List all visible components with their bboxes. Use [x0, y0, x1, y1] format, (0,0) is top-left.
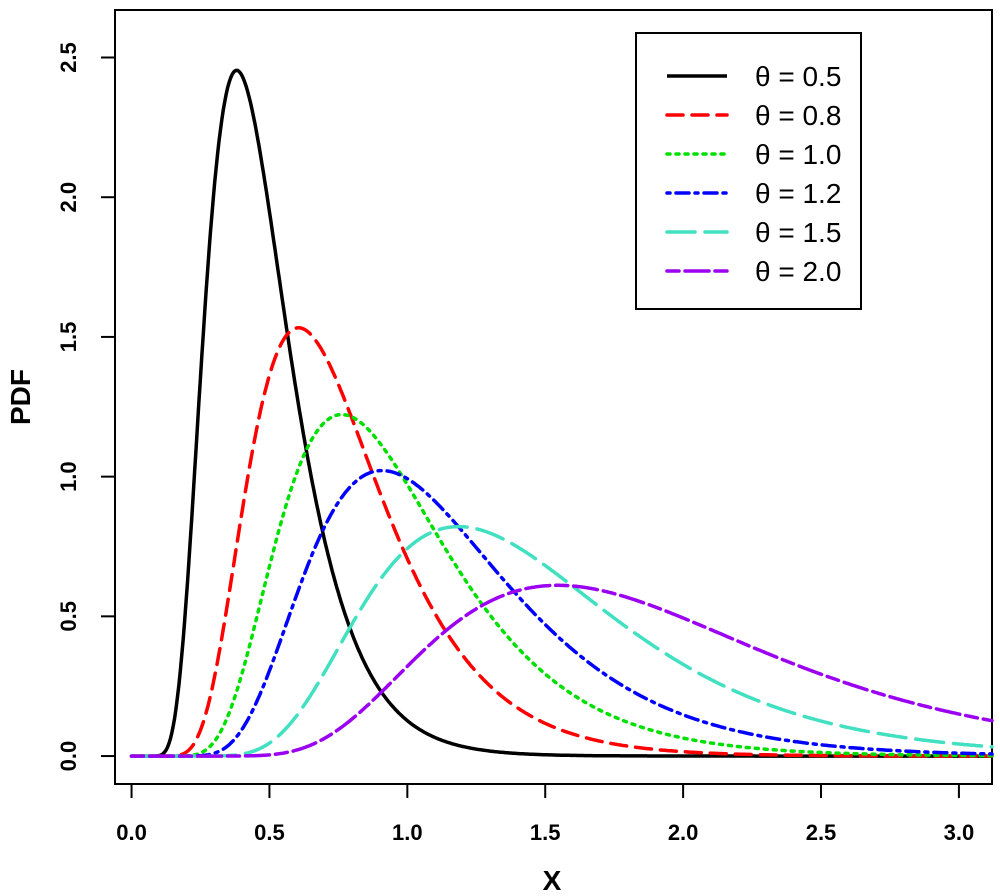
series-line-4 [129, 524, 994, 758]
x-tick-label: 0.0 [116, 820, 147, 845]
y-axis: 0.0 0.5 1.0 1.5 2.0 2.5 [56, 42, 116, 772]
legend-label-0: θ = 0.5 [755, 61, 841, 92]
series-line-1 [129, 326, 994, 758]
curves-group [129, 68, 994, 758]
x-tick-label: 2.5 [806, 820, 837, 845]
y-tick-label: 0.5 [56, 601, 81, 632]
y-tick-label: 1.0 [56, 461, 81, 492]
legend-label-4: θ = 1.5 [755, 217, 841, 248]
x-tick-label: 0.5 [254, 820, 285, 845]
y-tick-label: 2.0 [56, 182, 81, 213]
legend-label-5: θ = 2.0 [755, 256, 841, 287]
x-tick-label: 1.0 [392, 820, 423, 845]
series-line-3 [129, 468, 994, 758]
x-tick-label: 2.0 [668, 820, 699, 845]
x-axis-title: X [543, 865, 562, 896]
legend: θ = 0.5 θ = 0.8 θ = 1.0 θ = 1.2 θ = 1.5 θ = 2… [635, 32, 862, 310]
y-tick-label: 0.0 [56, 741, 81, 772]
y-tick-label: 1.5 [56, 322, 81, 353]
legend-label-3: θ = 1.2 [755, 178, 841, 209]
y-tick-label: 2.5 [56, 42, 81, 73]
y-axis-title: PDF [5, 369, 36, 425]
x-tick-label: 3.0 [944, 820, 975, 845]
legend-label-2: θ = 1.0 [755, 139, 841, 170]
series-line-5 [129, 583, 994, 758]
legend-label-1: θ = 0.8 [755, 100, 841, 131]
x-tick-label: 1.5 [530, 820, 561, 845]
legend-box [635, 32, 862, 310]
x-axis: 0.0 0.5 1.0 1.5 2.0 2.5 3.0 [116, 783, 975, 845]
series-line-2 [129, 412, 994, 758]
